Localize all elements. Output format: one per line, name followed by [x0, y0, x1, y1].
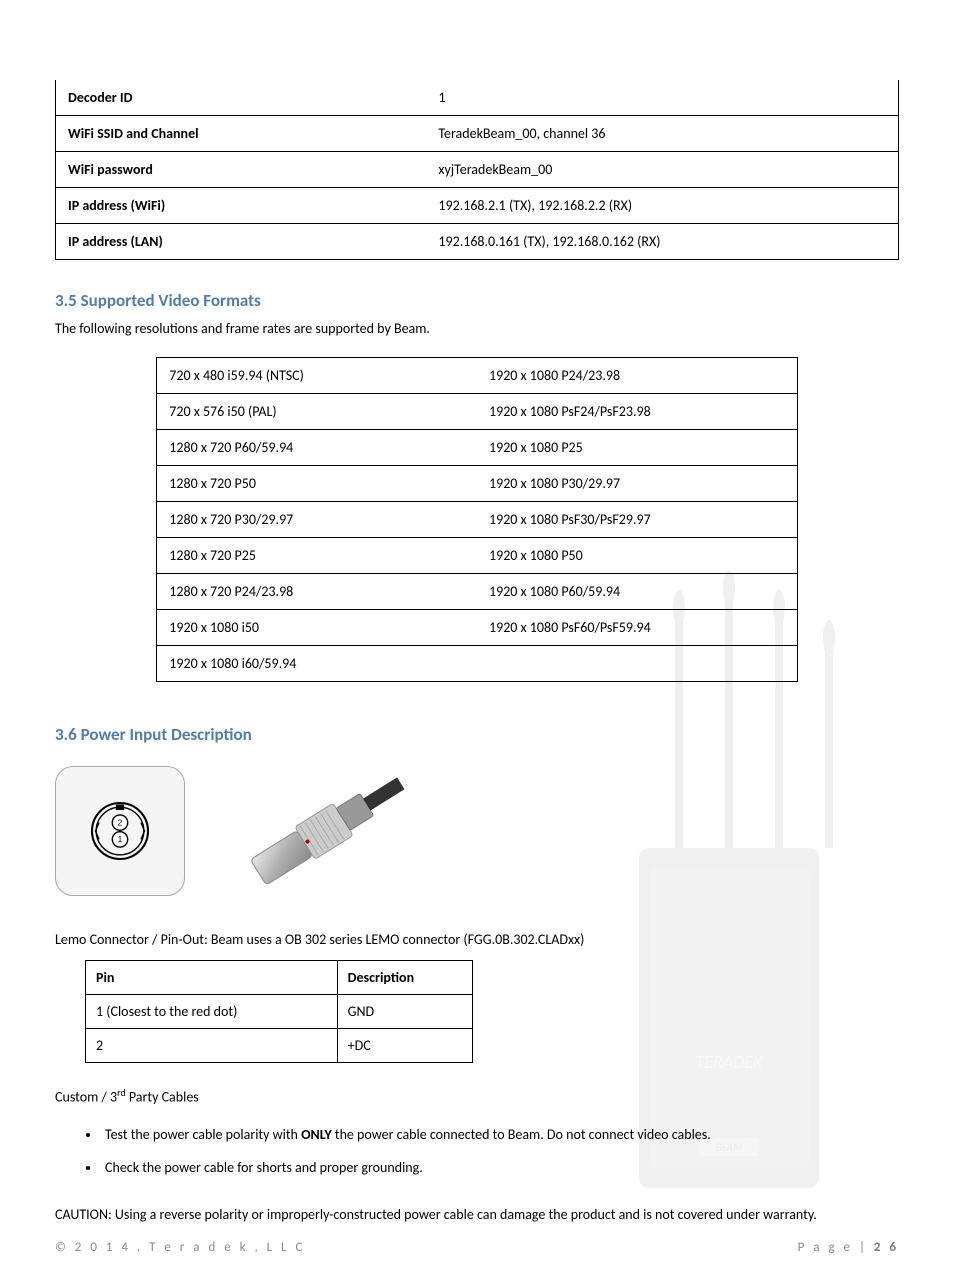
format-cell: 1280 x 720 P30/29.97: [157, 501, 477, 537]
info-label: WiFi password: [56, 152, 427, 188]
info-value: TeradekBeam_00, channel 36: [426, 116, 898, 152]
svg-text:TERADEK: TERADEK: [696, 1051, 764, 1073]
connector-description: Lemo Connector / Pin-Out: Beam uses a OB…: [55, 929, 899, 950]
page-footer: © 2 0 1 4 . T e r a d e k , L L C P a g …: [55, 1238, 899, 1258]
info-label: IP address (LAN): [56, 224, 427, 260]
format-cell: 1920 x 1080 i60/59.94: [157, 645, 477, 681]
section-35-subtext: The following resolutions and frame rate…: [55, 318, 899, 339]
caution-text: CAUTION: Using a reverse polarity or imp…: [55, 1200, 899, 1231]
format-cell: 1920 x 1080 P25: [477, 429, 797, 465]
info-label: IP address (WiFi): [56, 188, 427, 224]
section-35-heading: 3.5 Supported Video Formats: [55, 288, 899, 314]
custom-cables-heading: Custom / 3rd Party Cables: [55, 1085, 899, 1108]
custom-cable-bullets: Test the power cable polarity with ONLY …: [101, 1124, 899, 1178]
format-cell: 1920 x 1080 P50: [477, 537, 797, 573]
section-36-heading: 3.6 Power Input Description: [55, 722, 899, 748]
decoder-info-table: Decoder ID1WiFi SSID and ChannelTeradekB…: [55, 80, 899, 260]
format-cell: 720 x 480 i59.94 (NTSC): [157, 357, 477, 393]
format-cell: 1920 x 1080 PsF24/PsF23.98: [477, 393, 797, 429]
bullet-item: Test the power cable polarity with ONLY …: [101, 1124, 899, 1145]
format-cell: 1280 x 720 P24/23.98: [157, 573, 477, 609]
info-value: 192.168.2.1 (TX), 192.168.2.2 (RX): [426, 188, 898, 224]
format-cell: 1920 x 1080 P60/59.94: [477, 573, 797, 609]
format-cell: 1920 x 1080 PsF60/PsF59.94: [477, 609, 797, 645]
pin-description-table: Pin Description 1 (Closest to the red do…: [85, 960, 473, 1063]
format-cell: 1280 x 720 P60/59.94: [157, 429, 477, 465]
pin-1-label: 1: [118, 834, 123, 844]
format-cell: 1920 x 1080 PsF30/PsF29.97: [477, 501, 797, 537]
format-cell: 1920 x 1080 P30/29.97: [477, 465, 797, 501]
supported-formats-table: 720 x 480 i59.94 (NTSC)1920 x 1080 P24/2…: [156, 357, 797, 682]
info-value: 1: [426, 80, 898, 116]
pin-cell: +DC: [337, 1029, 473, 1063]
footer-copyright: © 2 0 1 4 . T e r a d e k , L L C: [55, 1238, 305, 1258]
info-value: 192.168.0.161 (TX), 192.168.0.162 (RX): [426, 224, 898, 260]
format-cell: 1920 x 1080 P24/23.98: [477, 357, 797, 393]
bullet-item: Check the power cable for shorts and pro…: [101, 1157, 899, 1178]
format-cell: [477, 645, 797, 681]
pin-2-label: 2: [118, 817, 123, 827]
lemo-connector-image: [215, 751, 415, 911]
info-label: Decoder ID: [56, 80, 427, 116]
format-cell: 1920 x 1080 i50: [157, 609, 477, 645]
format-cell: 1280 x 720 P25: [157, 537, 477, 573]
format-cell: 1280 x 720 P50: [157, 465, 477, 501]
info-label: WiFi SSID and Channel: [56, 116, 427, 152]
pinout-diagram: 2 1: [55, 766, 185, 896]
pin-cell: 1 (Closest to the red dot): [86, 995, 338, 1029]
info-value: xyjTeradekBeam_00: [426, 152, 898, 188]
footer-page: P a g e | 2 6: [798, 1238, 899, 1258]
description-header: Description: [337, 961, 473, 995]
pin-cell: GND: [337, 995, 473, 1029]
format-cell: 720 x 576 i50 (PAL): [157, 393, 477, 429]
pin-header: Pin: [86, 961, 338, 995]
pin-cell: 2: [86, 1029, 338, 1063]
connector-images-row: 2 1: [55, 751, 899, 911]
